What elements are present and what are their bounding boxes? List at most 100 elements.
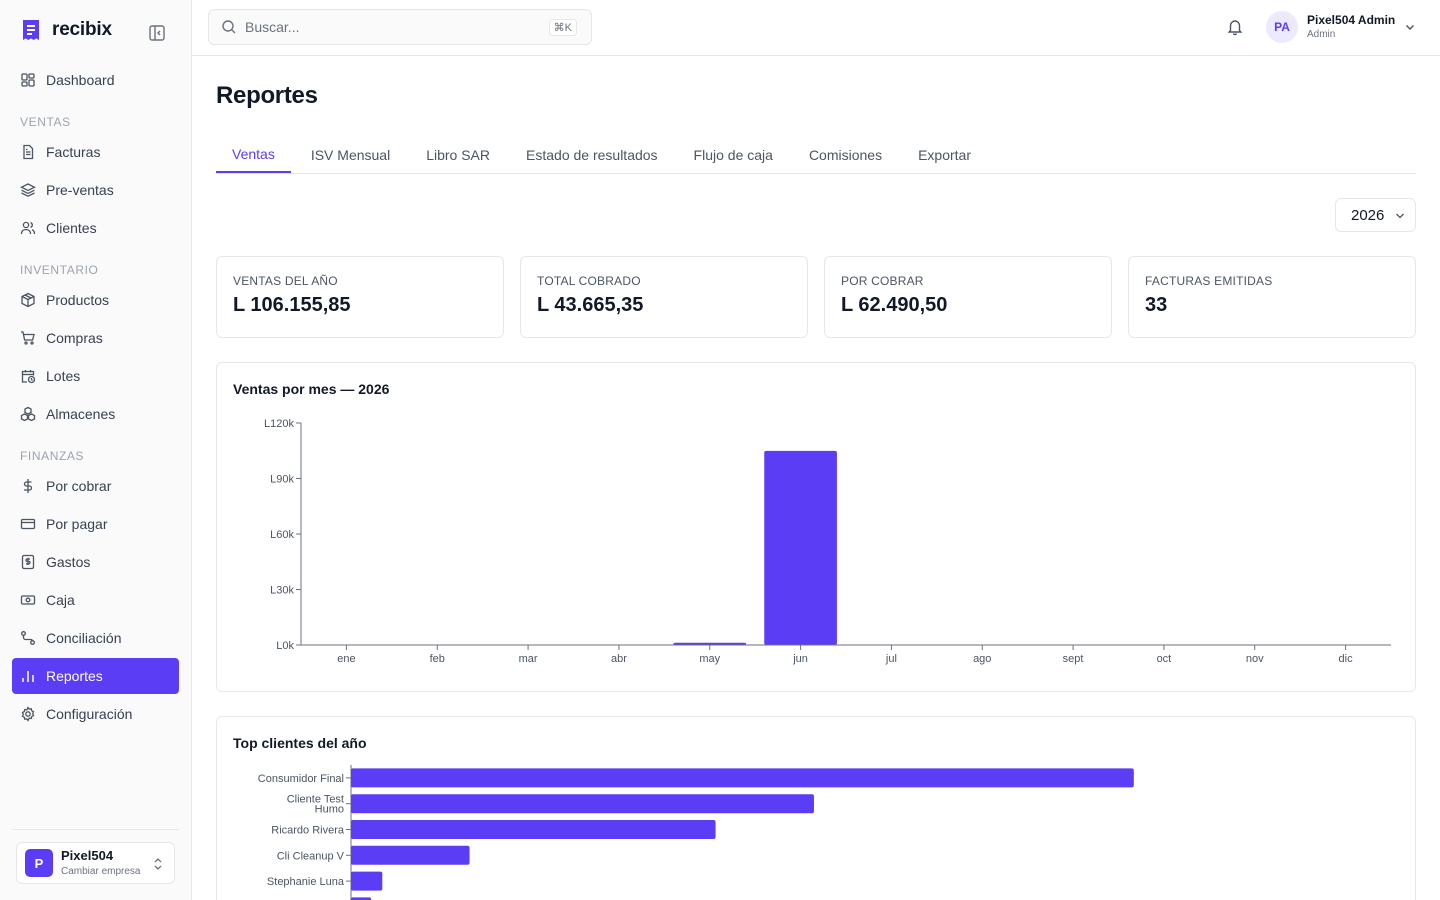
tab-exportar[interactable]: Exportar	[918, 146, 971, 163]
sidebar-item-por-cobrar[interactable]: Por cobrar	[12, 468, 179, 504]
sidebar-item-dashboard[interactable]: Dashboard	[12, 62, 179, 98]
tab-flujo-de-caja[interactable]: Flujo de caja	[693, 146, 773, 163]
sidebar-item-label: Reportes	[46, 668, 103, 684]
x-tick-label: may	[699, 653, 720, 665]
file-text-icon	[23, 144, 34, 160]
sidebar-divider	[12, 829, 179, 830]
user-avatar[interactable]: PA	[1266, 11, 1298, 43]
x-tick-label: nov	[1246, 653, 1264, 665]
chevrons-up-down-icon	[154, 858, 162, 870]
x-tick-label: dic	[1339, 653, 1354, 665]
sidebar-item-label: Compras	[46, 330, 103, 346]
client-bar	[351, 845, 470, 865]
users-icon	[20, 221, 36, 235]
top-header: ⌘K PA Pixel504 Admin Admin	[192, 0, 1440, 56]
sidebar-item-lotes[interactable]: Lotes	[12, 358, 179, 394]
x-tick-label: feb	[430, 653, 445, 665]
sidebar-item-label: Facturas	[46, 144, 101, 160]
y-tick-label: L0k	[276, 640, 294, 652]
sidebar-collapse-icon[interactable]	[148, 24, 166, 42]
card-value: 33	[1145, 294, 1168, 316]
monthly-sales-title: Ventas por mes — 2026	[233, 381, 390, 397]
card-total-cobrado: TOTAL COBRADO L 43.665,35	[520, 256, 808, 338]
package-icon	[21, 292, 35, 308]
monthly-sales-chart: L0k L30k L60k L90k L120k ene feb mar abr may jun ju…	[264, 418, 1391, 665]
sidebar-item-gastos[interactable]: Gastos	[12, 544, 179, 580]
sidebar-item-caja[interactable]: Caja	[12, 582, 179, 618]
tab-isv-mensual[interactable]: ISV Mensual	[310, 146, 391, 163]
client-label: Cliente Test Humo	[287, 794, 344, 816]
card-label: FACTURAS EMITIDAS	[1145, 274, 1273, 288]
credit-card-icon	[20, 518, 36, 530]
top-clients-chart: Consumidor Final Cliente Test Humo Ricardo …	[258, 765, 1134, 900]
sidebar-item-facturas[interactable]: Facturas	[12, 134, 179, 170]
chevron-down-icon	[1396, 213, 1404, 219]
calendar-clock-icon	[21, 370, 36, 384]
x-tick-label: jun	[792, 653, 808, 665]
client-label: Consumidor Final	[258, 773, 344, 785]
tab-ventas[interactable]: Ventas	[216, 136, 291, 173]
client-label: Ricardo Rivera	[271, 825, 345, 837]
sidebar-item-productos[interactable]: Productos	[12, 282, 179, 318]
card-ventas-del-ano: VENTAS DEL AÑO L 106.155,85	[216, 256, 504, 338]
card-label: POR COBRAR	[841, 274, 924, 288]
sidebar-item-label: Caja	[46, 592, 75, 608]
sidebar-section-inventario: INVENTARIO	[20, 263, 99, 277]
sidebar-item-compras[interactable]: Compras	[12, 320, 179, 356]
client-bar	[351, 820, 716, 839]
cart-icon	[21, 331, 35, 345]
tab-comisiones[interactable]: Comisiones	[808, 146, 883, 163]
user-name: Pixel504 Admin	[1307, 13, 1396, 27]
sidebar-item-conciliacion[interactable]: Conciliación	[12, 620, 179, 656]
company-switcher[interactable]: P Pixel504 Cambiar empresa	[16, 842, 175, 884]
sidebar-item-label: Productos	[46, 292, 110, 308]
sidebar-item-configuracion[interactable]: Configuración	[12, 696, 179, 732]
bar-chart-icon	[22, 671, 34, 682]
search-box[interactable]: ⌘K	[208, 9, 592, 45]
card-value: L 43.665,35	[537, 294, 644, 316]
route-icon	[21, 631, 35, 645]
y-tick-label: L60k	[270, 529, 294, 541]
brand[interactable]: recibix	[20, 16, 112, 44]
client-bar	[351, 794, 814, 814]
search-shortcut: ⌘K	[548, 19, 577, 36]
card-por-cobrar: POR COBRAR L 62.490,50	[824, 256, 1112, 338]
dashboard-icon	[21, 73, 35, 87]
tab-estado-de-resultados[interactable]: Estado de resultados	[526, 146, 658, 163]
card-label: TOTAL COBRADO	[537, 274, 641, 288]
chevron-down-icon[interactable]	[1404, 21, 1416, 33]
year-select-value: 2026	[1351, 206, 1385, 224]
monthly-sales-panel: Ventas por mes — 2026 L0k L30k L60k L90k L12…	[216, 362, 1416, 692]
sidebar-item-label: Gastos	[46, 554, 91, 570]
search-input[interactable]	[245, 19, 535, 35]
sidebar-item-label: Clientes	[46, 220, 97, 236]
sidebar-item-label: Conciliación	[46, 630, 122, 646]
x-tick-label: sept	[1063, 653, 1084, 665]
page-title: Reportes	[216, 82, 318, 109]
year-select[interactable]: 2026	[1335, 198, 1416, 232]
user-menu[interactable]: Pixel504 Admin Admin	[1307, 13, 1396, 40]
sidebar-item-almacenes[interactable]: Almacenes	[12, 396, 179, 432]
sidebar-item-label: Lotes	[46, 368, 81, 384]
x-tick-label: mar	[519, 653, 538, 665]
summary-cards: VENTAS DEL AÑO L 106.155,85 TOTAL COBRAD…	[216, 256, 1416, 338]
card-value: L 62.490,50	[841, 294, 948, 316]
settings-icon	[21, 706, 35, 722]
sidebar-item-clientes[interactable]: Clientes	[12, 210, 179, 246]
y-tick-label: L120k	[264, 418, 294, 430]
sidebar-item-reportes[interactable]: Reportes	[12, 658, 179, 694]
sidebar-item-por-pagar[interactable]: Por pagar	[12, 506, 179, 542]
layers-icon	[20, 183, 36, 197]
x-tick-label: ene	[337, 653, 355, 665]
y-tick-label: L30k	[270, 585, 294, 597]
x-tick-label: abr	[611, 653, 627, 665]
sidebar-item-label: Pre-ventas	[46, 182, 114, 198]
sidebar-item-pre-ventas[interactable]: Pre-ventas	[12, 172, 179, 208]
sidebar-section-ventas: VENTAS	[20, 115, 71, 129]
sidebar-section-finanzas: FINANZAS	[20, 449, 85, 463]
boxes-icon	[20, 406, 36, 422]
top-clients-panel: Top clientes del año Consumidor Final Cli…	[216, 716, 1416, 900]
tab-libro-sar[interactable]: Libro SAR	[426, 146, 491, 163]
bell-icon[interactable]	[1226, 18, 1244, 36]
sidebar-item-label: Por cobrar	[46, 478, 112, 494]
